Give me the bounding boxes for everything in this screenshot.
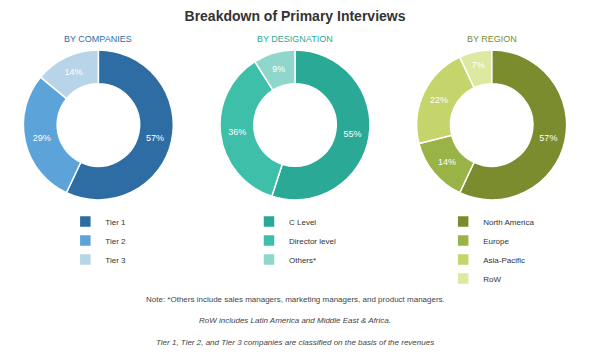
svg-text:BY COMPANIES: BY COMPANIES bbox=[64, 34, 132, 44]
svg-text:North America: North America bbox=[483, 218, 534, 227]
svg-text:55%: 55% bbox=[343, 129, 361, 139]
svg-text:Europe: Europe bbox=[483, 237, 509, 246]
svg-text:Director level: Director level bbox=[289, 237, 336, 246]
svg-text:Tier 2: Tier 2 bbox=[105, 237, 126, 246]
svg-text:Asia-Pacific: Asia-Pacific bbox=[483, 256, 525, 265]
svg-text:57%: 57% bbox=[539, 133, 557, 143]
svg-text:Tier 1, Tier 2, and Tier 3 com: Tier 1, Tier 2, and Tier 3 companies are… bbox=[156, 338, 434, 347]
svg-text:22%: 22% bbox=[430, 95, 448, 105]
svg-text:C Level: C Level bbox=[289, 218, 316, 227]
svg-text:Tier 3: Tier 3 bbox=[105, 256, 126, 265]
svg-text:9%: 9% bbox=[272, 64, 285, 74]
svg-text:Note: *Others include sales ma: Note: *Others include sales managers, ma… bbox=[146, 295, 445, 304]
svg-text:RoW: RoW bbox=[483, 275, 501, 284]
svg-text:Breakdown of Primary Interview: Breakdown of Primary Interviews bbox=[185, 8, 406, 24]
svg-text:BY DESIGNATION: BY DESIGNATION bbox=[257, 34, 333, 44]
svg-text:BY REGION: BY REGION bbox=[467, 34, 517, 44]
svg-text:14%: 14% bbox=[65, 67, 83, 77]
svg-text:Tier 1: Tier 1 bbox=[105, 218, 126, 227]
svg-text:36%: 36% bbox=[228, 127, 246, 137]
svg-text:14%: 14% bbox=[438, 157, 456, 167]
svg-text:57%: 57% bbox=[146, 133, 164, 143]
svg-text:7%: 7% bbox=[472, 60, 485, 70]
svg-text:RoW includes Latin America and: RoW includes Latin America and Middle Ea… bbox=[199, 316, 391, 325]
svg-text:Others*: Others* bbox=[289, 256, 316, 265]
svg-text:29%: 29% bbox=[33, 133, 51, 143]
